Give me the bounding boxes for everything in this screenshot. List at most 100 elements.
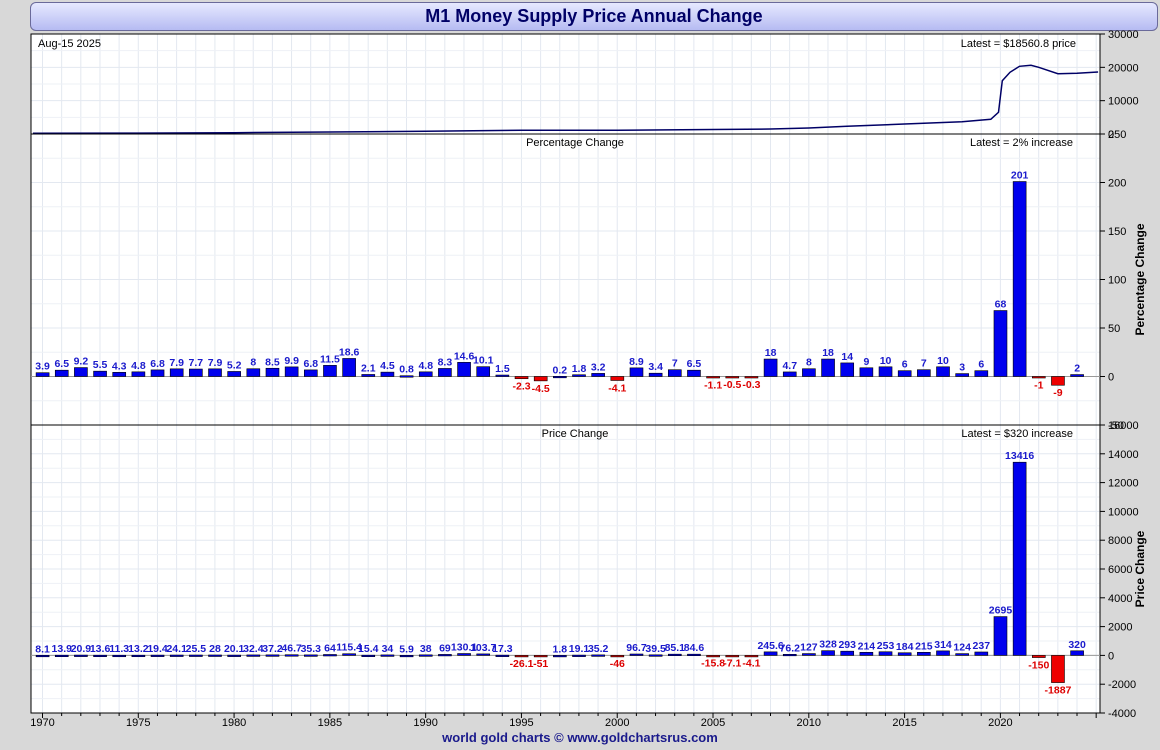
bar-positive	[495, 374, 510, 377]
bar-positive	[265, 654, 280, 657]
data-label: -0.5	[723, 379, 741, 391]
data-label: 20.1	[224, 643, 245, 655]
bar-negative	[744, 655, 759, 658]
data-label: 7	[672, 358, 678, 370]
bar-positive	[208, 368, 222, 377]
bar-positive	[54, 654, 69, 657]
data-label: 8.1	[35, 643, 50, 655]
bar-positive	[955, 653, 969, 656]
data-label: 0.2	[553, 364, 568, 376]
data-label: 5.5	[93, 359, 108, 371]
y-tick-label: 250	[1108, 129, 1126, 141]
data-label: -46	[610, 658, 625, 670]
y-tick-label: 30000	[1108, 29, 1139, 41]
data-label: 4.7	[782, 360, 797, 372]
data-label: -1887	[1045, 685, 1072, 697]
bar-positive	[1070, 374, 1084, 377]
data-label: 201	[1011, 170, 1029, 182]
data-label: 3.4	[648, 361, 663, 373]
data-label: -15.8	[701, 658, 725, 670]
bar-negative	[514, 376, 529, 380]
data-label: 214	[858, 640, 876, 652]
bar-positive	[304, 654, 318, 657]
data-label: 3	[959, 362, 965, 374]
y-tick-label: 4000	[1108, 593, 1132, 605]
data-label: 28	[209, 643, 221, 655]
data-label: -9	[1053, 387, 1062, 399]
data-label: 6.5	[54, 358, 69, 370]
data-label: 1.8	[553, 643, 568, 655]
data-label: 15.4	[358, 643, 379, 655]
data-label: -1.1	[704, 380, 722, 392]
data-label: 7	[921, 358, 927, 370]
data-label: 7.9	[169, 357, 184, 369]
bar-positive	[1012, 461, 1027, 656]
data-label: 6	[902, 359, 908, 371]
y-tick-label: 12000	[1108, 478, 1139, 490]
bar-positive	[687, 653, 701, 656]
bar-positive	[112, 372, 127, 377]
data-label: 293	[838, 639, 856, 651]
bar-positive	[438, 654, 452, 657]
data-label: 35.3	[301, 643, 322, 655]
bar-positive	[629, 367, 644, 377]
y-tick-label: 100	[1108, 275, 1126, 287]
bar-positive	[821, 358, 835, 377]
bar-positive	[361, 654, 376, 657]
bar-positive	[227, 371, 241, 377]
data-label: 10	[880, 355, 892, 367]
data-label: 8.3	[438, 356, 453, 368]
bar-negative	[610, 655, 625, 658]
bar-positive	[112, 654, 127, 658]
data-label: 76.2	[780, 642, 801, 654]
data-label: 6.8	[150, 358, 165, 370]
x-tick-label: 1980	[222, 717, 246, 729]
data-label: 34	[382, 643, 394, 655]
bar-positive	[993, 310, 1008, 377]
data-label: 1.5	[495, 363, 510, 375]
data-label: 11.5	[320, 353, 340, 365]
y-tick-label: 2000	[1108, 622, 1132, 634]
y-tick-label: 200	[1108, 178, 1126, 190]
data-label: 84.6	[684, 642, 705, 654]
bar-positive	[150, 654, 165, 657]
x-tick-label: 2015	[892, 717, 916, 729]
bar-positive	[591, 373, 605, 377]
data-label: 9.9	[284, 355, 299, 367]
data-label: 215	[915, 640, 933, 652]
bar-positive	[1012, 181, 1027, 377]
bar-positive	[782, 654, 797, 657]
bar-negative	[725, 655, 740, 658]
bar-positive	[629, 653, 644, 656]
panel-label: Price Change	[542, 428, 609, 440]
data-label: 18	[765, 347, 777, 359]
data-label: 13.6	[90, 643, 111, 655]
bar-positive	[936, 366, 950, 377]
bar-positive	[284, 366, 299, 377]
data-label: 32.4	[243, 643, 264, 655]
data-label: 4.3	[112, 360, 127, 372]
bar-positive	[840, 362, 855, 377]
bar-positive	[476, 653, 491, 656]
y-tick-label: 20000	[1108, 62, 1139, 74]
x-tick-label: 2005	[701, 717, 725, 729]
x-tick-label: 2000	[605, 717, 629, 729]
data-label: 39.5	[645, 643, 666, 655]
data-label: 4.8	[418, 360, 433, 372]
data-label: 85.1	[665, 642, 686, 654]
y-axis-label: Percentage Change	[1133, 223, 1147, 335]
bar-positive	[380, 371, 395, 377]
bar-positive	[974, 651, 989, 656]
x-tick-label: 1985	[318, 717, 342, 729]
bar-positive	[399, 375, 414, 378]
data-label: 18	[822, 347, 834, 359]
y-tick-label: 150	[1108, 226, 1126, 238]
data-label: -150	[1028, 660, 1049, 672]
bar-negative	[533, 655, 548, 658]
bar-positive	[878, 366, 893, 377]
data-label: 8	[806, 357, 812, 369]
data-label: 8.5	[265, 356, 280, 368]
data-label: -1	[1034, 379, 1043, 391]
bar-positive	[418, 371, 433, 377]
data-label: -4.5	[532, 383, 550, 395]
